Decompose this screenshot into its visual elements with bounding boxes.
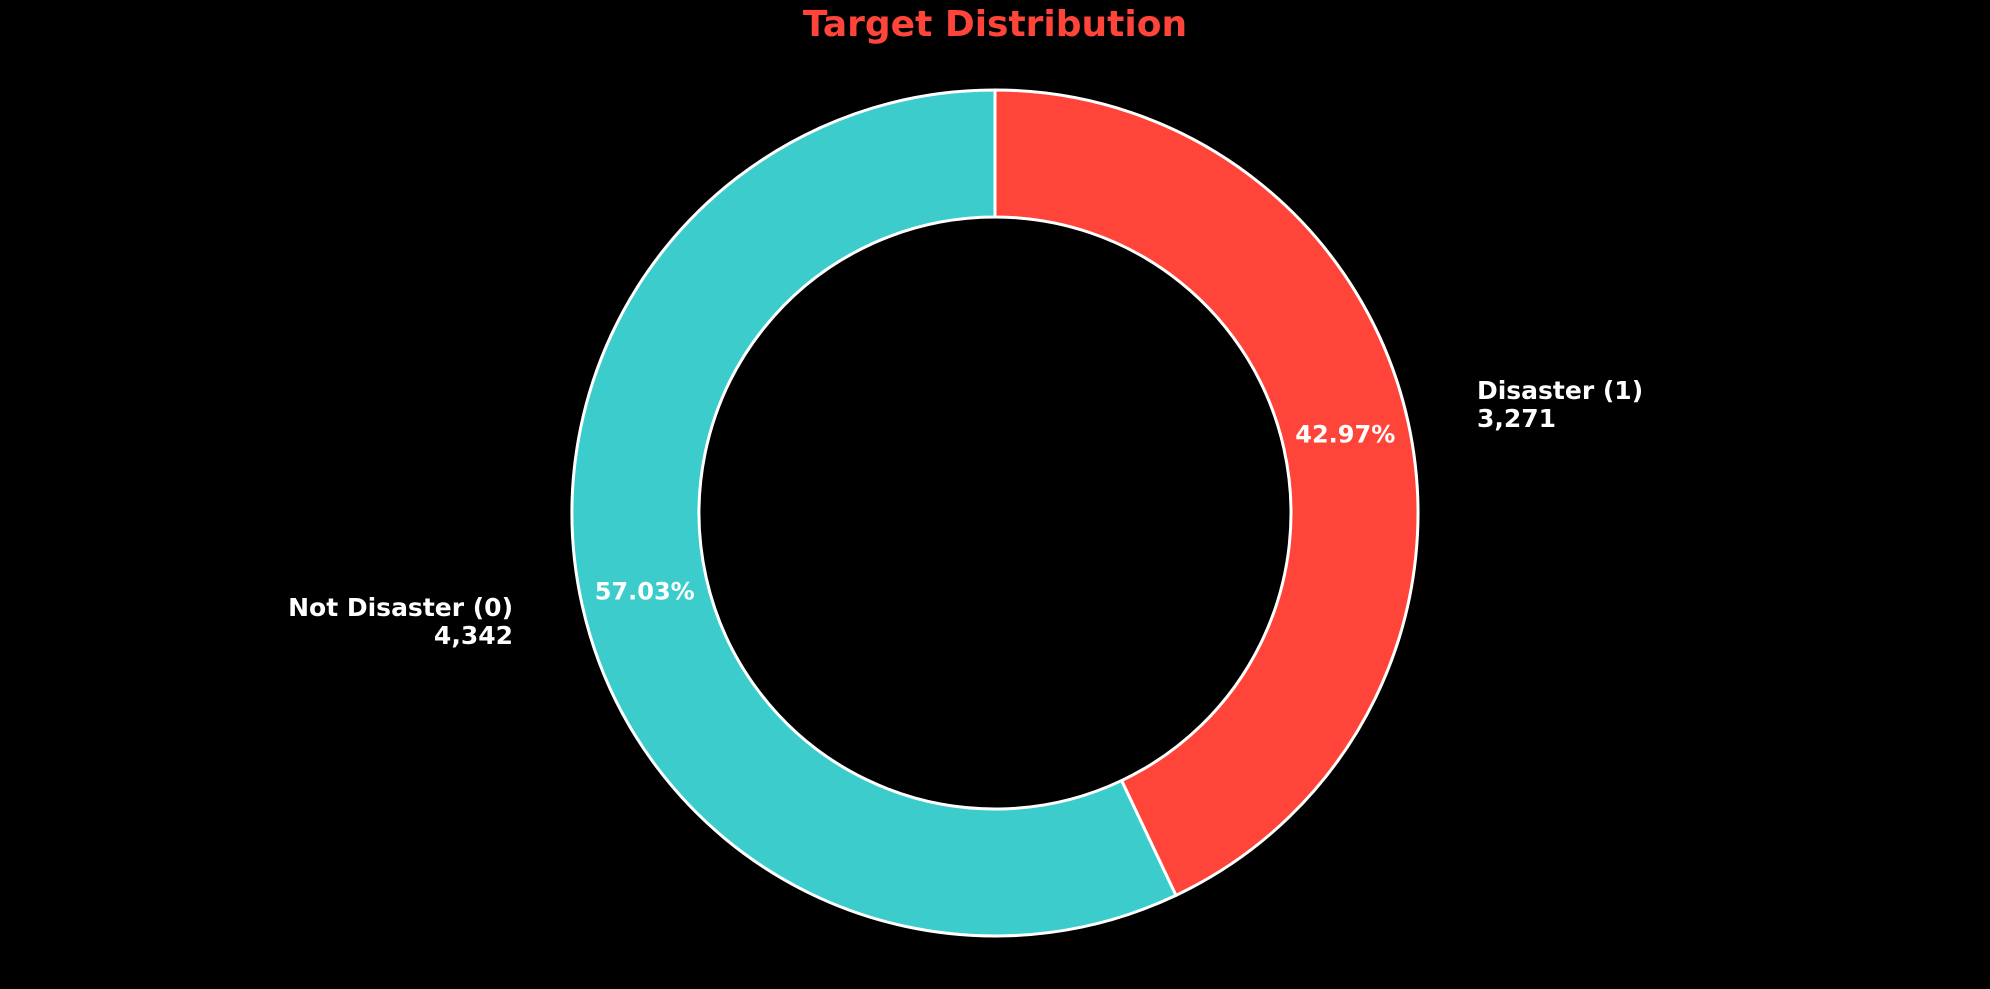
slices-group: [570, 88, 1420, 938]
percent-label: 57.03%: [595, 578, 695, 606]
percent-label: 42.97%: [1295, 420, 1395, 448]
chart-title: Target Distribution: [803, 4, 1187, 45]
slice-value-label: 4,342: [434, 621, 513, 650]
slice-disaster-1: [993, 88, 1420, 897]
slice-not-disaster-0: [570, 88, 1178, 938]
slice-name-label: Not Disaster (0): [288, 593, 513, 622]
labels-group: 42.97% Disaster (1)3,271 57.03% Not Disaste…: [288, 376, 1643, 650]
slice-value-label: 3,271: [1477, 404, 1556, 433]
slice-name-label: Disaster (1): [1477, 376, 1643, 405]
